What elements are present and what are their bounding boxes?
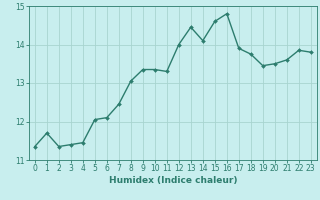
- X-axis label: Humidex (Indice chaleur): Humidex (Indice chaleur): [108, 176, 237, 185]
